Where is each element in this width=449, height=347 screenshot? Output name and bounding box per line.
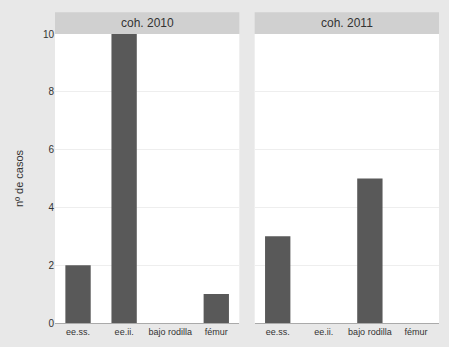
svg-text:8: 8	[48, 86, 54, 97]
svg-text:2: 2	[48, 260, 54, 271]
svg-text:10: 10	[43, 29, 55, 40]
svg-text:fémur: fémur	[205, 327, 228, 337]
svg-text:fémur: fémur	[404, 327, 427, 337]
svg-text:0: 0	[48, 318, 54, 329]
svg-text:ee.ii.: ee.ii.	[314, 327, 333, 337]
svg-text:ee.ss.: ee.ss.	[266, 327, 290, 337]
svg-text:nº de casos: nº de casos	[13, 149, 25, 207]
svg-text:coh. 2010: coh. 2010	[121, 16, 174, 30]
svg-text:ee.ss.: ee.ss.	[66, 327, 90, 337]
svg-text:6: 6	[48, 144, 54, 155]
svg-text:ee.ii.: ee.ii.	[115, 327, 134, 337]
svg-text:coh. 2011: coh. 2011	[321, 16, 373, 30]
svg-text:4: 4	[48, 202, 54, 213]
svg-text:bajo rodilla: bajo rodilla	[148, 327, 192, 337]
svg-text:bajo rodilla: bajo rodilla	[348, 327, 392, 337]
